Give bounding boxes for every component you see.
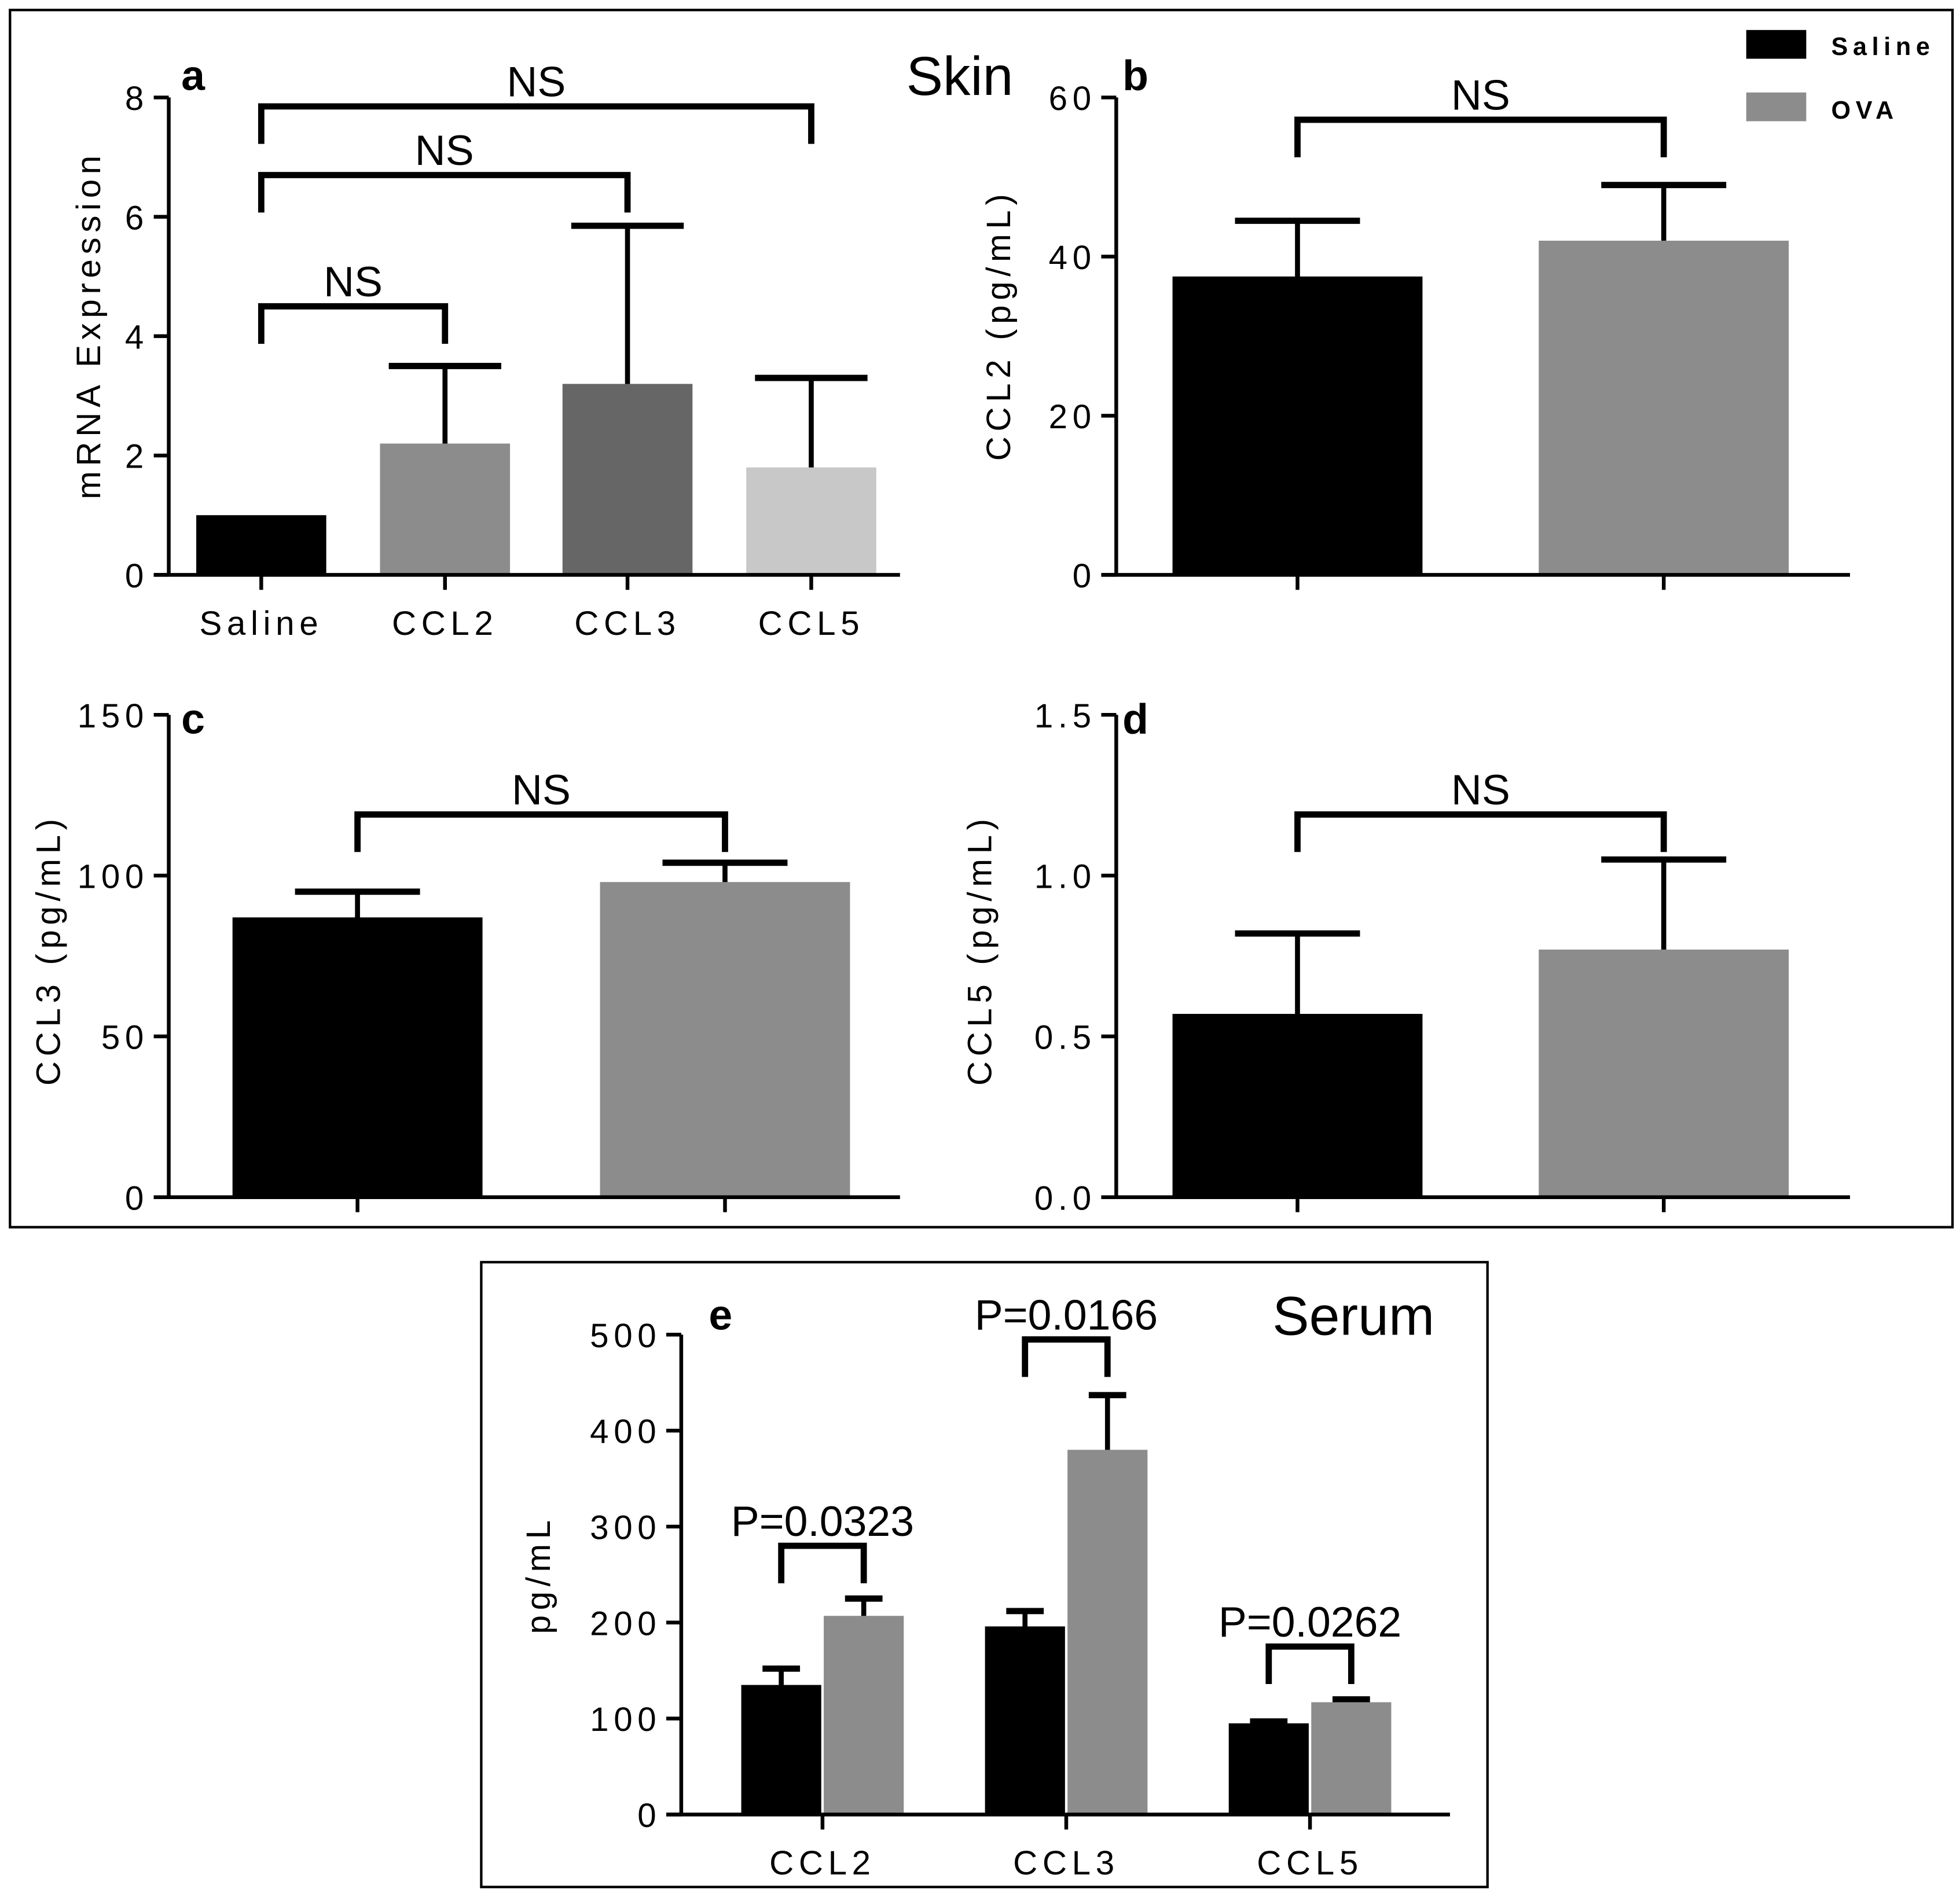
significance-bracket [778, 1542, 867, 1583]
y-tick-label: 100 [78, 858, 149, 896]
significance-bracket [258, 303, 449, 344]
y-tick-label: 6 [125, 199, 149, 237]
y-tick-label: 4 [125, 318, 149, 356]
bar-ccl2 [380, 443, 511, 575]
chart-b: 0 20 40 60 CCL2 (pg/mL) b NS [980, 52, 1850, 595]
y-tick-label: 400 [590, 1413, 661, 1451]
bar-ova [600, 882, 850, 1197]
y-tick-label: 500 [590, 1317, 661, 1355]
y-axis-label: CCL5 (pg/mL) [961, 814, 999, 1086]
chart-e: 0 100 200 300 400 500 CCL2 CCL3 CCL5 pg/mL e P=0.03… [520, 1291, 1450, 1882]
bar-ccl5 [746, 467, 876, 575]
y-tick-label: 2 [125, 438, 149, 476]
x-tick-label: CCL5 [1257, 1844, 1363, 1882]
significance-label: P=0.0323 [731, 1498, 914, 1545]
y-axis-label: pg/mL [520, 1515, 557, 1634]
y-axis-label: mRNA Expression [70, 150, 108, 499]
bar-ova [1539, 240, 1789, 575]
legend: Saline OVA [1746, 30, 1935, 124]
serum-panel-frame [480, 1260, 1489, 1888]
bar-saline [196, 515, 326, 575]
y-tick-label: 50 [101, 1019, 149, 1056]
bar-ova-ccl2 [824, 1616, 904, 1815]
significance-label: NS [415, 127, 474, 174]
bar-saline [1172, 276, 1423, 575]
bar-saline [232, 917, 483, 1197]
bar-ova [1539, 949, 1789, 1197]
panel-letter: b [1122, 52, 1148, 99]
y-tick-label: 60 [1049, 80, 1096, 117]
significance-label: P=0.0166 [975, 1291, 1158, 1339]
significance-bracket [258, 172, 631, 213]
legend-label-saline: Saline [1831, 33, 1935, 61]
panel-letter: d [1122, 696, 1148, 743]
panel-letter: e [709, 1292, 732, 1339]
y-tick-label: 0 [125, 1179, 149, 1217]
x-tick-label: CCL2 [769, 1844, 876, 1882]
y-tick-label: 0 [1073, 557, 1096, 595]
chart-d: 0.0 0.5 1.0 1.5 CCL5 (pg/mL) d NS [961, 696, 1850, 1217]
significance-label: P=0.0262 [1218, 1598, 1401, 1646]
y-tick-label: 150 [78, 697, 149, 735]
panel-letter: c [181, 696, 205, 743]
y-tick-label: 0.5 [1034, 1019, 1096, 1056]
y-tick-label: 40 [1049, 239, 1096, 277]
significance-label: NS [324, 258, 383, 306]
legend-swatch-saline [1746, 30, 1807, 59]
x-tick-label: Saline [199, 605, 323, 642]
significance-label: NS [506, 58, 566, 106]
y-tick-label: 200 [590, 1605, 661, 1642]
significance-label: NS [1451, 766, 1510, 814]
significance-bracket [354, 811, 728, 852]
significance-bracket [258, 103, 814, 144]
legend-swatch-ova [1746, 92, 1807, 122]
panel-letter: a [181, 52, 205, 99]
bar-ccl3 [562, 384, 693, 575]
skin-title: Skin [906, 46, 1014, 107]
bar-saline [1172, 1013, 1423, 1197]
legend-label-ova: OVA [1831, 97, 1899, 124]
y-tick-label: 100 [590, 1701, 661, 1738]
y-tick-label: 0 [125, 557, 149, 595]
x-tick-label: CCL2 [392, 605, 498, 642]
significance-label: NS [512, 766, 571, 814]
y-tick-label: 8 [125, 80, 149, 117]
y-tick-label: 1.5 [1034, 697, 1096, 735]
y-tick-label: 20 [1049, 398, 1096, 436]
significance-label: NS [1451, 72, 1510, 119]
bar-ova-ccl5 [1311, 1702, 1392, 1815]
bar-ova-ccl3 [1067, 1450, 1148, 1815]
y-tick-label: 300 [590, 1509, 661, 1547]
x-tick-label: CCL5 [758, 605, 865, 642]
y-axis-label: CCL3 (pg/mL) [30, 814, 68, 1086]
y-tick-label: 0.0 [1034, 1179, 1096, 1217]
significance-bracket [1294, 116, 1667, 157]
chart-a: 0 2 4 6 8 Saline CCL2 CCL3 CCL5 mRNA Expression a N… [70, 52, 900, 642]
y-tick-label: 0 [637, 1797, 661, 1834]
x-tick-label: CCL3 [574, 605, 681, 642]
x-tick-label: CCL3 [1013, 1844, 1120, 1882]
significance-bracket [1022, 1336, 1111, 1377]
chart-c: 0 50 100 150 CCL3 (pg/mL) c NS [30, 696, 900, 1217]
bar-saline-ccl5 [1228, 1723, 1309, 1815]
bar-saline-ccl3 [985, 1626, 1065, 1815]
skin-panel-frame [9, 9, 1954, 1229]
y-axis-label: CCL2 (pg/mL) [980, 189, 1018, 461]
serum-title: Serum [1272, 1285, 1434, 1347]
significance-bracket [1265, 1643, 1355, 1685]
significance-bracket [1294, 811, 1667, 852]
y-tick-label: 1.0 [1034, 858, 1096, 896]
bar-saline-ccl2 [741, 1685, 821, 1815]
